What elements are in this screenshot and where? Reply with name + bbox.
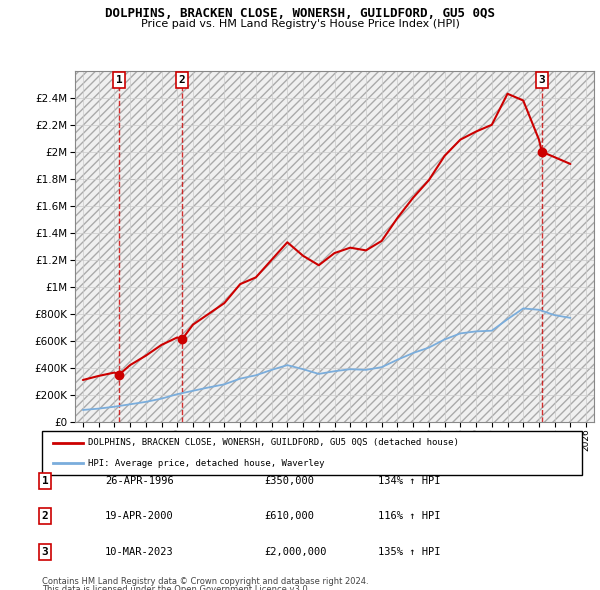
Text: DOLPHINS, BRACKEN CLOSE, WONERSH, GUILDFORD, GU5 0QS (detached house): DOLPHINS, BRACKEN CLOSE, WONERSH, GUILDF… — [88, 438, 459, 447]
Text: 3: 3 — [539, 75, 545, 85]
Text: 26-APR-1996: 26-APR-1996 — [105, 476, 174, 486]
Text: 1: 1 — [41, 476, 49, 486]
Text: 3: 3 — [41, 547, 49, 556]
Text: 2: 2 — [41, 512, 49, 521]
Text: This data is licensed under the Open Government Licence v3.0.: This data is licensed under the Open Gov… — [42, 585, 310, 590]
FancyBboxPatch shape — [42, 431, 582, 475]
Text: 10-MAR-2023: 10-MAR-2023 — [105, 547, 174, 556]
Text: Price paid vs. HM Land Registry's House Price Index (HPI): Price paid vs. HM Land Registry's House … — [140, 19, 460, 29]
Text: 135% ↑ HPI: 135% ↑ HPI — [378, 547, 440, 556]
Text: 116% ↑ HPI: 116% ↑ HPI — [378, 512, 440, 521]
Text: £350,000: £350,000 — [264, 476, 314, 486]
Text: 19-APR-2000: 19-APR-2000 — [105, 512, 174, 521]
Text: £610,000: £610,000 — [264, 512, 314, 521]
Text: 2: 2 — [179, 75, 185, 85]
Text: £2,000,000: £2,000,000 — [264, 547, 326, 556]
Text: 1: 1 — [116, 75, 122, 85]
Text: DOLPHINS, BRACKEN CLOSE, WONERSH, GUILDFORD, GU5 0QS: DOLPHINS, BRACKEN CLOSE, WONERSH, GUILDF… — [105, 7, 495, 20]
Text: HPI: Average price, detached house, Waverley: HPI: Average price, detached house, Wave… — [88, 458, 325, 467]
Text: Contains HM Land Registry data © Crown copyright and database right 2024.: Contains HM Land Registry data © Crown c… — [42, 577, 368, 586]
Text: 134% ↑ HPI: 134% ↑ HPI — [378, 476, 440, 486]
